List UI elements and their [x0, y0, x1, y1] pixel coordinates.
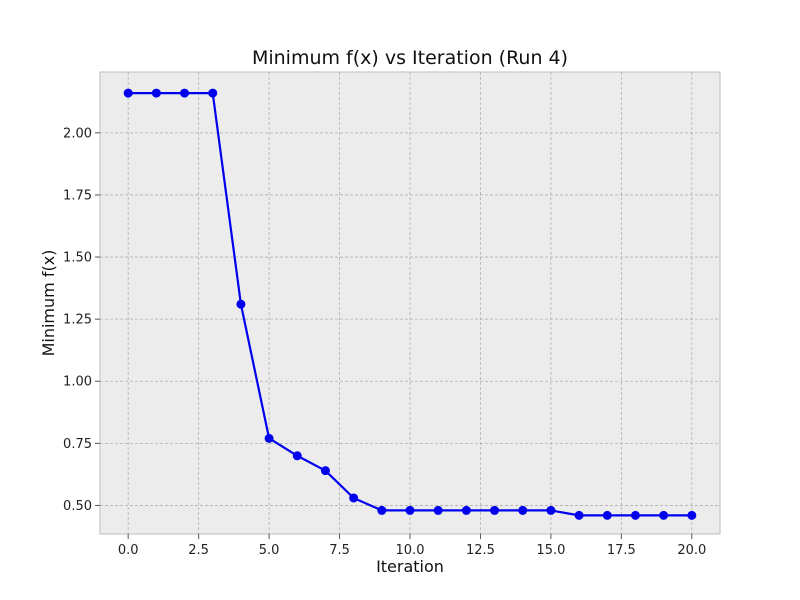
- axis-ticks: 0.0 2.5 5.0 7.5 10.0 12.5 15.0 17.5 20.0 0.50 0.75…: [63, 126, 706, 558]
- data-point: [602, 510, 612, 520]
- x-tick-label: 20.0: [677, 543, 706, 558]
- data-point: [659, 510, 669, 520]
- x-tick-label: 5.0: [259, 543, 280, 558]
- y-tick-label: 1.00: [63, 375, 92, 390]
- y-tick-label: 1.25: [63, 313, 92, 328]
- x-tick-label: 10.0: [396, 543, 425, 558]
- x-tick-label: 12.5: [466, 543, 495, 558]
- data-point: [574, 510, 584, 520]
- data-point: [349, 493, 359, 503]
- data-point: [151, 88, 161, 98]
- y-tick-label: 1.75: [63, 188, 92, 203]
- data-point: [630, 510, 640, 520]
- y-tick-label: 0.50: [63, 499, 92, 514]
- data-point: [377, 505, 387, 515]
- data-point: [123, 88, 133, 98]
- data-point: [490, 505, 500, 515]
- data-point: [236, 299, 246, 309]
- data-point: [320, 466, 330, 476]
- y-tick-label: 1.50: [63, 251, 92, 266]
- x-tick-label: 7.5: [329, 543, 350, 558]
- x-tick-label: 2.5: [188, 543, 209, 558]
- chart-title: Minimum f(x) vs Iteration (Run 4): [252, 47, 568, 69]
- data-point: [461, 505, 471, 515]
- grid: [100, 72, 720, 534]
- y-tick-label: 2.00: [63, 126, 92, 141]
- x-tick-label: 0.0: [118, 543, 139, 558]
- y-tick-label: 0.75: [63, 437, 92, 452]
- data-point: [546, 505, 556, 515]
- data-point: [433, 505, 443, 515]
- series-layer: [123, 88, 697, 520]
- x-tick-label: 15.0: [536, 543, 565, 558]
- data-point: [180, 88, 190, 98]
- data-point: [264, 433, 274, 443]
- x-tick-label: 17.5: [607, 543, 636, 558]
- data-point: [292, 451, 302, 461]
- data-point: [405, 505, 415, 515]
- x-axis-label: Iteration: [376, 557, 444, 576]
- y-axis-label: Minimum f(x): [39, 250, 58, 357]
- data-point: [208, 88, 218, 98]
- data-point: [687, 510, 697, 520]
- data-point: [518, 505, 528, 515]
